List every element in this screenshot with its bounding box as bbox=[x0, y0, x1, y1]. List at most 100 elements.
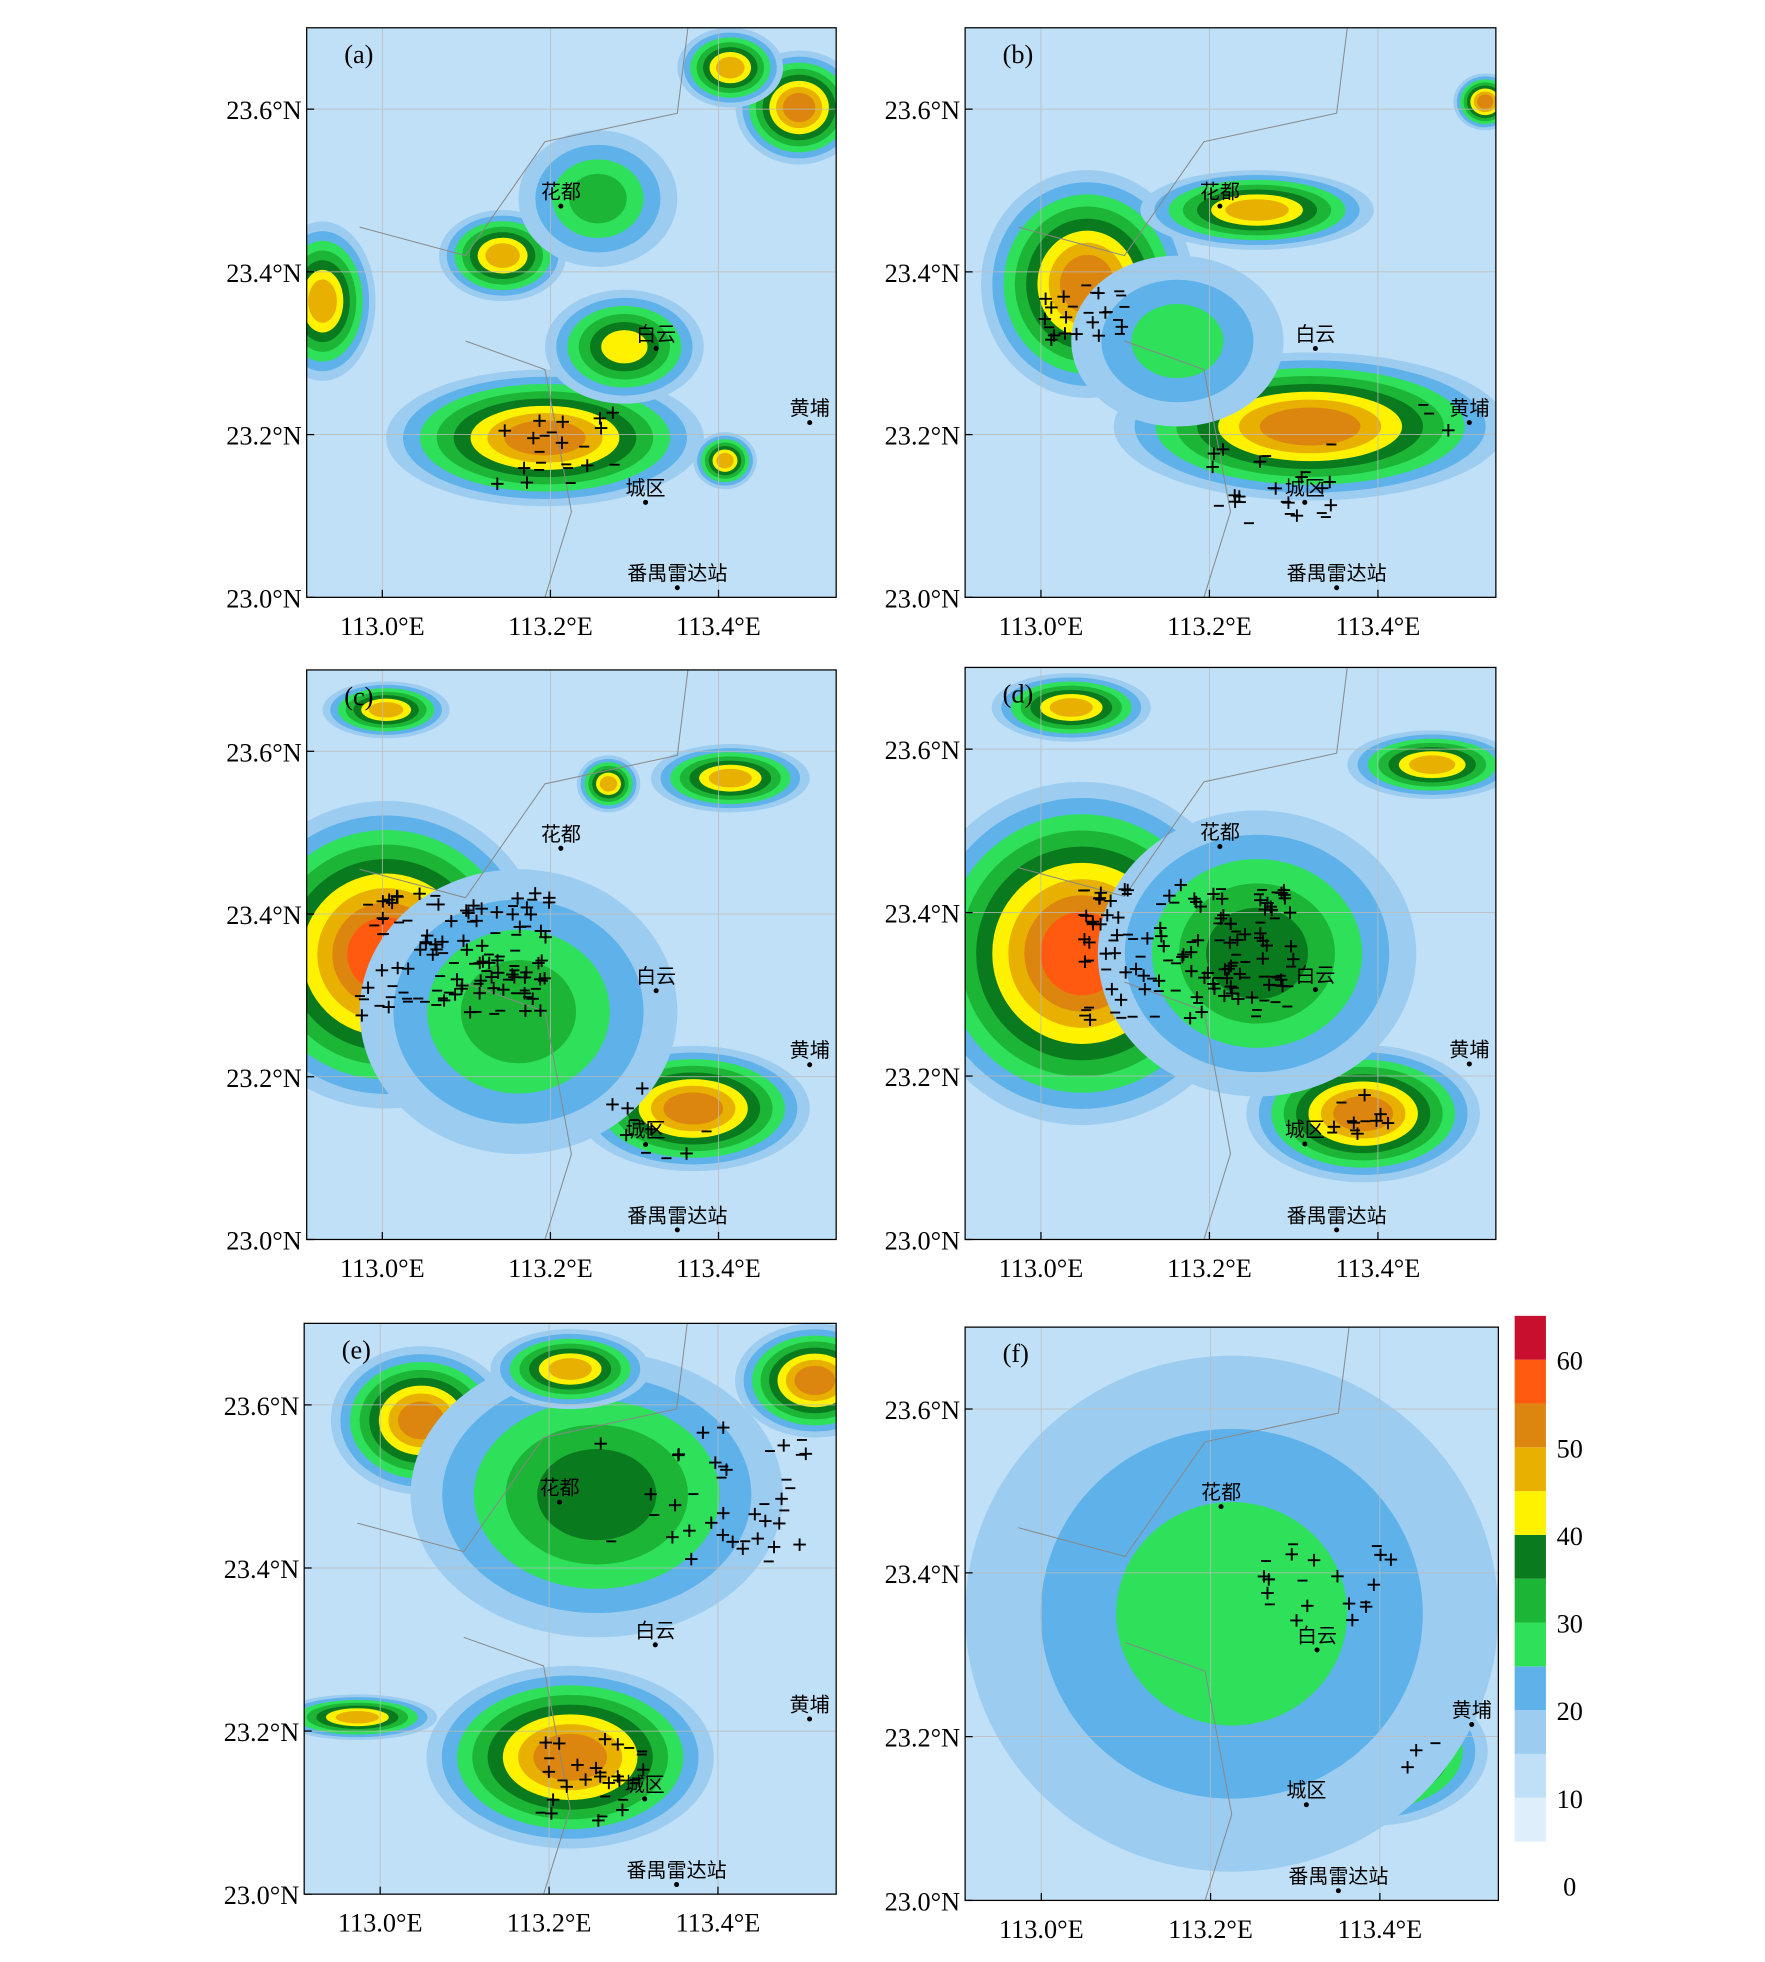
lightning-icon bbox=[1381, 1116, 1395, 1130]
echo-contour bbox=[504, 420, 586, 456]
station-dot bbox=[1312, 987, 1318, 993]
lightning-icon bbox=[532, 956, 545, 970]
lightning-icon bbox=[1216, 443, 1230, 456]
lightning-icon bbox=[579, 1773, 592, 1786]
colorbar-label: 10 bbox=[1557, 1785, 1583, 1814]
lightning-icon bbox=[1176, 950, 1189, 964]
lightning-icon bbox=[726, 1535, 739, 1549]
lightning-icon bbox=[1070, 327, 1083, 341]
lightning-icon bbox=[1039, 292, 1052, 306]
lightning-icon bbox=[1217, 908, 1230, 922]
lightning-icon bbox=[1290, 509, 1304, 522]
lightning-icon bbox=[475, 939, 489, 953]
boundary bbox=[1124, 981, 1232, 1240]
y-tick-label: 23.0°N bbox=[885, 1887, 960, 1916]
echo-contour bbox=[308, 279, 337, 323]
lightning-icon bbox=[460, 943, 474, 957]
echo-contour bbox=[601, 330, 648, 364]
x-tick-label: 113.4°E bbox=[1338, 1915, 1423, 1944]
lightning-icon bbox=[1285, 1548, 1299, 1561]
echo-contour bbox=[715, 56, 745, 79]
lightning-icon bbox=[668, 1498, 682, 1512]
lightning-icon bbox=[518, 971, 532, 984]
colorbar-segment bbox=[1514, 1403, 1546, 1448]
place-name: 白云 bbox=[636, 964, 676, 988]
lightning-icon bbox=[716, 1528, 730, 1542]
lightning-icon bbox=[508, 970, 521, 984]
station-dot bbox=[1469, 1721, 1475, 1727]
station-dot bbox=[642, 1796, 648, 1802]
lightning-icon bbox=[1283, 906, 1297, 919]
x-tick-label: 113.2°E bbox=[1167, 612, 1252, 641]
lightning-icon bbox=[430, 943, 443, 956]
place-name: 城区 bbox=[1286, 1778, 1326, 1802]
lightning-icon bbox=[581, 459, 594, 472]
lightning-icon bbox=[1442, 424, 1455, 437]
lightning-icon bbox=[437, 994, 451, 1007]
lightning-icon bbox=[1257, 1570, 1271, 1583]
station-dot bbox=[807, 1716, 813, 1722]
radar-field bbox=[965, 27, 1496, 598]
lightning-icon bbox=[463, 1005, 477, 1019]
place-name: 花都 bbox=[1200, 180, 1240, 204]
lightning-icon bbox=[520, 901, 534, 914]
echo-contour bbox=[1131, 304, 1224, 379]
place-name: 花都 bbox=[541, 822, 581, 846]
lightning-icon bbox=[526, 992, 539, 1006]
colorbar-segment bbox=[1514, 1359, 1546, 1404]
lightning-icon bbox=[1121, 883, 1134, 897]
lightning-icon bbox=[1177, 948, 1190, 961]
lightning-icon bbox=[539, 930, 552, 944]
echo-contour bbox=[537, 1448, 657, 1541]
lightning-icon bbox=[1045, 301, 1058, 314]
station-dot bbox=[1302, 499, 1308, 505]
lightning-icon bbox=[1190, 990, 1204, 1004]
y-tick-label: 23.4°N bbox=[885, 1560, 960, 1589]
lightning-icon bbox=[1195, 1005, 1208, 1019]
lightning-icon bbox=[1093, 891, 1107, 905]
map-panel: 113.0°E 113.2°E 113.4°E 23.0°N 23.2°N 23.4°N 2… bbox=[885, 27, 1497, 641]
y-tick-label: 23.2°N bbox=[885, 422, 960, 451]
lightning-icon bbox=[420, 929, 434, 942]
y-tick-label: 23.0°N bbox=[226, 1227, 301, 1256]
lightning-icon bbox=[1114, 993, 1128, 1007]
station-dot bbox=[1334, 585, 1340, 591]
place-name: 番禺雷达站 bbox=[1287, 561, 1387, 585]
map-panel: 113.0°E 113.2°E 113.4°E 23.0°N 23.2°N 23.4°N 2… bbox=[885, 1326, 1499, 1944]
lightning-icon bbox=[1232, 992, 1245, 1006]
lightning-icon bbox=[1327, 1120, 1341, 1134]
map-panel: 113.0°E 113.2°E 113.4°E 23.0°N 23.2°N 23.4°N 2… bbox=[226, 669, 837, 1283]
lightning-icon bbox=[1401, 1760, 1414, 1774]
lightning-icon bbox=[376, 895, 390, 908]
place-name: 番禺雷达站 bbox=[1287, 1203, 1387, 1227]
lightning-icon bbox=[490, 905, 504, 919]
x-tick-label: 113.2°E bbox=[508, 1254, 593, 1283]
lightning-icon bbox=[1152, 974, 1166, 988]
lightning-icon bbox=[1099, 947, 1113, 960]
lightning-icon bbox=[413, 943, 427, 956]
x-tick-label: 113.4°E bbox=[676, 612, 761, 641]
place-name: 番禺雷达站 bbox=[627, 561, 727, 585]
echo-contour bbox=[460, 960, 577, 1064]
lightning-icon bbox=[1104, 894, 1117, 908]
lightning-icon bbox=[696, 1426, 710, 1439]
lightning-icon bbox=[799, 1447, 813, 1461]
lightning-icon bbox=[759, 1514, 772, 1528]
lightning-icon bbox=[1137, 969, 1150, 982]
lightning-icon bbox=[621, 1102, 634, 1115]
lightning-icon bbox=[1094, 918, 1107, 931]
lightning-icon bbox=[555, 436, 569, 450]
station-dot bbox=[807, 420, 813, 426]
lightning-icon bbox=[592, 1814, 605, 1827]
station-dot bbox=[643, 499, 649, 505]
place-name: 城区 bbox=[626, 476, 666, 500]
lightning-icon bbox=[1086, 316, 1099, 329]
echo-contour bbox=[335, 1711, 380, 1724]
lightning-icon bbox=[473, 986, 486, 1000]
lightning-icon bbox=[1277, 883, 1291, 897]
lightning-icon bbox=[1047, 329, 1061, 342]
lightning-icon bbox=[1307, 1553, 1321, 1567]
lightning-icon bbox=[498, 424, 512, 437]
y-tick-label: 23.4°N bbox=[226, 259, 301, 288]
place-name: 花都 bbox=[540, 1476, 580, 1500]
